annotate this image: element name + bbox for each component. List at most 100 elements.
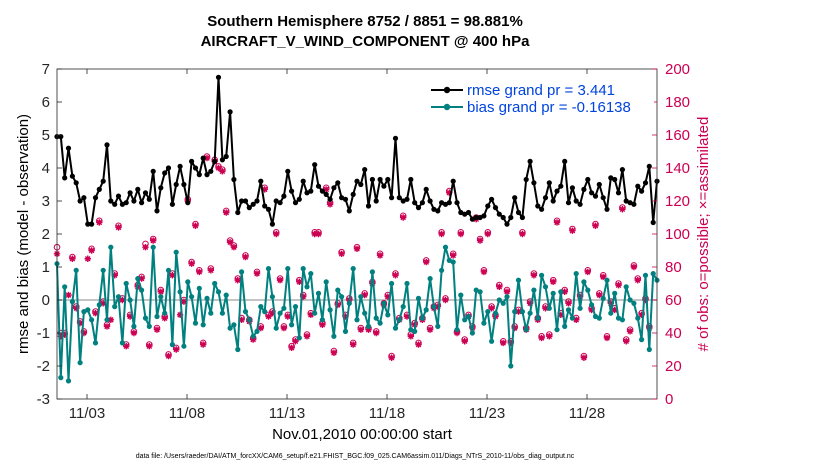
rmse-point: [292, 200, 299, 206]
obs-assimilated-point: [599, 273, 607, 281]
bias-point: [489, 338, 495, 344]
bias-point: [408, 327, 414, 333]
obs-assimilated-point: [199, 341, 207, 348]
rmse-point: [281, 193, 287, 199]
rmse-point: [612, 176, 618, 183]
rmse-point: [312, 162, 318, 168]
bias-point: [212, 280, 218, 287]
rmse-point: [485, 203, 491, 209]
bias-point: [327, 307, 333, 313]
bias-point: [92, 340, 99, 346]
bias-point: [169, 342, 175, 348]
bias-point: [339, 294, 345, 300]
obs-assimilated-point: [626, 328, 634, 335]
rmse-point: [604, 206, 610, 212]
x-tick-label: 11/03: [69, 405, 105, 422]
bias-point: [350, 266, 356, 272]
bias-point: [185, 279, 191, 285]
bias-point: [531, 287, 537, 293]
obs-assimilated-point: [115, 224, 122, 231]
rmse-point: [465, 209, 472, 216]
rmse-point: [285, 168, 291, 174]
legend-rmse-label: rmse grand pr = 3.441: [467, 82, 615, 99]
bias-point: [377, 320, 383, 326]
obs-assimilated-point: [253, 270, 261, 277]
bias-point: [269, 294, 275, 300]
rmse-point: [523, 176, 529, 183]
bias-point: [477, 289, 483, 295]
bias-point: [600, 295, 606, 301]
rmse-point: [496, 211, 502, 217]
obs-assimilated-point: [592, 222, 599, 229]
bias-point: [181, 343, 187, 349]
bias-point: [312, 310, 318, 316]
obs-assimilated-point: [519, 230, 526, 238]
rmse-point: [362, 167, 368, 173]
obs-assimilated-point: [319, 321, 326, 328]
rmse-point: [227, 109, 233, 115]
rmse-point: [77, 198, 83, 204]
rmse-point: [646, 163, 652, 169]
bias-point: [550, 290, 556, 296]
bias-point: [442, 244, 449, 250]
rmse-point: [231, 176, 237, 183]
rmse-point: [204, 172, 210, 178]
obs-assimilated-point: [461, 338, 468, 345]
bias-point: [558, 289, 564, 295]
rmse-point: [589, 190, 595, 196]
rmse-point: [650, 219, 656, 226]
obs-assimilated-point: [503, 288, 511, 295]
rmse-point: [112, 201, 118, 207]
obs-assimilated-point: [449, 252, 457, 259]
rmse-point: [69, 173, 75, 179]
rmse-point: [489, 196, 495, 202]
y-right-tick-label: 40: [665, 325, 682, 342]
x-tick-label: 11/23: [469, 405, 505, 422]
obs-assimilated-point: [453, 329, 461, 337]
rmse-point: [446, 200, 452, 206]
rmse-point: [200, 155, 206, 161]
bias-point: [208, 310, 214, 316]
bias-point: [173, 249, 179, 255]
bias-point: [139, 287, 145, 293]
rmse-point: [381, 183, 387, 189]
y-right-tick-label: 180: [665, 94, 690, 111]
rmse-point: [65, 145, 72, 151]
y-right-tick-label: 120: [665, 193, 690, 210]
bias-point: [273, 325, 279, 331]
obs-assimilated-point: [326, 201, 334, 208]
obs-assimilated-point: [407, 333, 415, 340]
obs-assimilated-point: [207, 267, 215, 274]
rmse-point: [500, 214, 506, 221]
rmse-point: [315, 183, 322, 189]
rmse-point: [108, 198, 114, 204]
obs-assimilated-point: [561, 288, 568, 295]
obs-assimilated-point: [315, 230, 322, 238]
bias-point: [431, 304, 437, 310]
rmse-point: [458, 209, 464, 216]
rmse-point: [542, 195, 549, 201]
rmse-point: [308, 188, 314, 194]
bias-point: [619, 317, 626, 323]
obs-assimilated-point: [138, 275, 145, 282]
bias-point: [596, 315, 602, 321]
rmse-point: [581, 186, 587, 192]
obs-assimilated-point: [476, 237, 484, 244]
bias-point: [158, 294, 164, 300]
y-tick-label: 5: [42, 127, 50, 144]
bias-point: [219, 310, 225, 316]
chart-title: Southern Hemisphere 8752 / 8851 = 98.881…: [207, 13, 523, 30]
obs-assimilated-point: [61, 331, 68, 338]
rmse-point: [504, 221, 510, 227]
rmse-point: [392, 135, 399, 141]
obs-assimilated-point: [203, 154, 211, 162]
rmse-point: [492, 205, 499, 211]
rmse-point: [592, 193, 599, 199]
obs-assimilated-point: [96, 219, 103, 226]
rmse-point: [165, 165, 172, 171]
rmse-point: [358, 181, 364, 188]
obs-assimilated-point: [603, 334, 611, 342]
rmse-point: [104, 142, 110, 148]
bias-point: [215, 289, 222, 295]
bias-point: [419, 315, 425, 321]
